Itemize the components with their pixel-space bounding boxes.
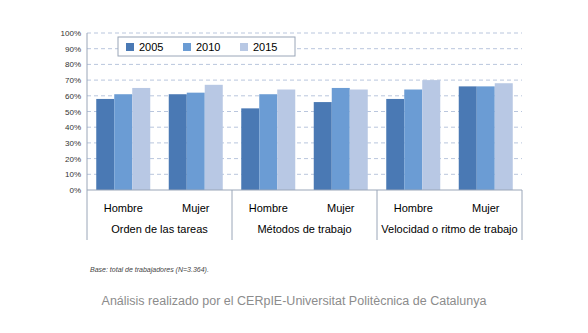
group-label: Métodos de trabajo xyxy=(257,223,351,235)
y-tick-label: 80% xyxy=(65,60,81,69)
bar xyxy=(205,85,223,190)
grid xyxy=(87,33,522,174)
y-tick-label: 10% xyxy=(65,170,81,179)
y-tick-label: 50% xyxy=(65,108,81,117)
x-axis xyxy=(87,190,522,191)
bar xyxy=(459,86,477,190)
bar xyxy=(386,99,404,190)
bar xyxy=(132,88,150,190)
x-tick-label: Hombre xyxy=(394,202,433,214)
group-separator xyxy=(87,190,88,240)
group-label: Velocidad o ritmo de trabajo xyxy=(381,223,517,235)
x-tick-label: Hombre xyxy=(104,202,143,214)
x-tick-label: Mujer xyxy=(472,202,500,214)
y-tick-label: 30% xyxy=(65,139,81,148)
bar xyxy=(259,94,277,190)
legend-box xyxy=(118,37,295,56)
bar xyxy=(187,93,205,190)
grid-line xyxy=(87,80,522,81)
bar xyxy=(404,90,422,190)
y-tick-label: 20% xyxy=(65,155,81,164)
y-tick-label: 0% xyxy=(69,186,81,195)
legend-swatch xyxy=(126,43,134,51)
bar xyxy=(114,94,132,190)
legend-swatch xyxy=(240,43,248,51)
grid-line xyxy=(87,174,522,175)
x-tick-label: Hombre xyxy=(249,202,288,214)
bar xyxy=(277,90,295,190)
grid-line xyxy=(87,64,522,65)
y-tick-label: 60% xyxy=(65,92,81,101)
bars xyxy=(96,80,513,190)
legend-swatch xyxy=(183,43,191,51)
grid-line xyxy=(87,111,522,112)
bar xyxy=(241,108,259,190)
legend-label: 2010 xyxy=(196,41,220,53)
chart: 0% 10% 20% 30% 40% 50% 60% 70% 80% 90% 100% Hombre M… xyxy=(0,0,588,333)
grid-line xyxy=(87,33,522,34)
legend-label: 2015 xyxy=(253,41,277,53)
group-separator xyxy=(377,190,378,240)
bar xyxy=(96,99,114,190)
grid-line xyxy=(87,95,522,96)
bar xyxy=(477,86,495,190)
bar xyxy=(169,94,187,190)
group-separator xyxy=(232,190,233,240)
legend: 2005 2010 2015 xyxy=(118,37,295,56)
y-tick-label: 100% xyxy=(61,29,81,38)
y-axis xyxy=(87,33,88,190)
x-tick-label: Mujer xyxy=(182,202,210,214)
bar xyxy=(314,102,332,190)
bar xyxy=(332,88,350,190)
y-tick-label: 70% xyxy=(65,76,81,85)
y-tick-label: 90% xyxy=(65,45,81,54)
x-tick-label: Mujer xyxy=(327,202,355,214)
bar xyxy=(495,83,513,190)
source: Análisis realizado por el CERpIE-Univers… xyxy=(102,294,487,308)
y-tick-label: 40% xyxy=(65,123,81,132)
grid-line xyxy=(87,158,522,159)
group-separator xyxy=(522,190,523,240)
group-label: Orden de las tareas xyxy=(111,223,208,235)
legend-label: 2005 xyxy=(139,41,163,53)
bar xyxy=(350,90,368,190)
bar xyxy=(422,80,440,190)
grid-line xyxy=(87,142,522,143)
grid-line xyxy=(87,127,522,128)
footnote: Base: total de trabajadores (N=3.364). xyxy=(90,266,209,274)
